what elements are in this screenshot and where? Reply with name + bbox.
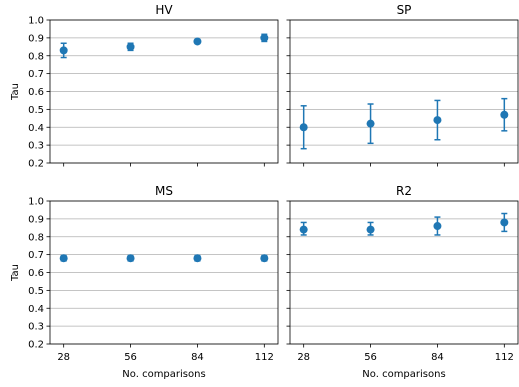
x-tick-label: 112 <box>495 352 514 363</box>
data-point <box>299 123 308 132</box>
y-tick-label: 0.3 <box>28 322 44 333</box>
y-tick-label: 0.4 <box>28 304 44 315</box>
plot-frame <box>49 19 279 164</box>
y-tick-label: 0.4 <box>28 123 44 134</box>
x-axis-label: No. comparisons <box>122 369 205 380</box>
plot-frame <box>289 200 519 345</box>
panel-title: HV <box>155 3 173 17</box>
data-point <box>126 254 135 263</box>
panel-title: R2 <box>396 184 412 198</box>
y-axis-label: Tau <box>10 83 21 101</box>
data-point <box>500 218 509 227</box>
x-tick-label: 56 <box>364 352 377 363</box>
y-tick-label: 0.6 <box>28 268 44 279</box>
y-tick-label: 0.6 <box>28 87 44 98</box>
y-tick-label: 0.9 <box>28 214 44 225</box>
data-point <box>366 225 375 234</box>
chart-panel-ms: 0.2 0.3 0.4 0.5 0.6 0.7 0.8 0.9 1.0 28 56 84 112 MS Ta… <box>10 184 279 380</box>
y-tick-label: 0.5 <box>28 286 44 297</box>
x-axis-label: No. comparisons <box>362 369 445 380</box>
panel-title: SP <box>397 3 412 17</box>
panel-title: MS <box>155 184 173 198</box>
y-tick-label: 0.7 <box>28 250 44 261</box>
chart-panel-hv: 0.2 0.3 0.4 0.5 0.6 0.7 0.8 0.9 1.0 HV Tau <box>10 3 279 170</box>
y-tick-label: 0.8 <box>28 51 44 62</box>
plot-frame <box>289 19 519 164</box>
y-tick-label: 0.7 <box>28 69 44 80</box>
data-point <box>59 46 68 55</box>
x-tick-label: 84 <box>431 352 444 363</box>
y-tick-label: 0.3 <box>28 141 44 152</box>
data-point <box>260 254 269 263</box>
x-tick-label: 28 <box>57 352 70 363</box>
data-point <box>59 254 68 263</box>
x-tick-label: 28 <box>297 352 310 363</box>
data-point <box>500 110 509 119</box>
data-point <box>126 42 135 51</box>
y-tick-label: 1.0 <box>28 197 44 208</box>
chart-panel-sp: SP <box>286 3 519 167</box>
data-point <box>193 37 202 46</box>
y-tick-label: 0.9 <box>28 33 44 44</box>
y-tick-label: 0.2 <box>28 159 44 170</box>
y-tick-label: 0.5 <box>28 105 44 116</box>
data-point <box>260 33 269 42</box>
data-point <box>433 116 442 125</box>
y-axis-label: Tau <box>10 264 21 282</box>
y-tick-label: 0.2 <box>28 340 44 351</box>
data-point <box>193 254 202 263</box>
x-tick-label: 84 <box>191 352 204 363</box>
y-tick-label: 0.8 <box>28 232 44 243</box>
data-point <box>299 225 308 234</box>
x-tick-label: 112 <box>255 352 274 363</box>
x-tick-label: 56 <box>124 352 137 363</box>
y-tick-label: 1.0 <box>28 16 44 27</box>
chart-panel-r2: 28 56 84 112 R2 No. comparisons <box>286 184 519 380</box>
data-point <box>366 119 375 128</box>
data-point <box>433 222 442 231</box>
plot-frame <box>49 200 279 345</box>
